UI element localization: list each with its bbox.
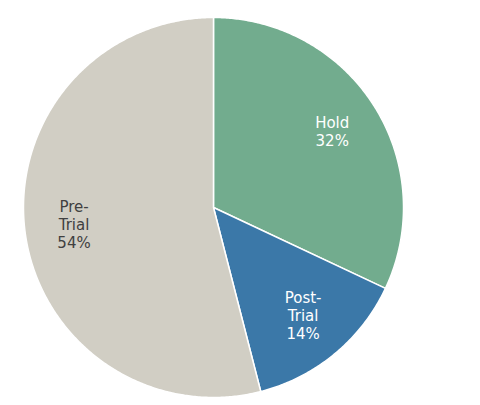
- svg-text:Trial: Trial: [287, 307, 319, 325]
- svg-text:Trial: Trial: [58, 216, 90, 234]
- svg-text:Hold: Hold: [315, 114, 349, 132]
- svg-text:Pre-: Pre-: [59, 198, 88, 216]
- svg-text:54%: 54%: [57, 234, 90, 252]
- svg-text:32%: 32%: [316, 132, 349, 150]
- svg-text:Post-: Post-: [285, 289, 322, 307]
- svg-text:14%: 14%: [286, 325, 319, 343]
